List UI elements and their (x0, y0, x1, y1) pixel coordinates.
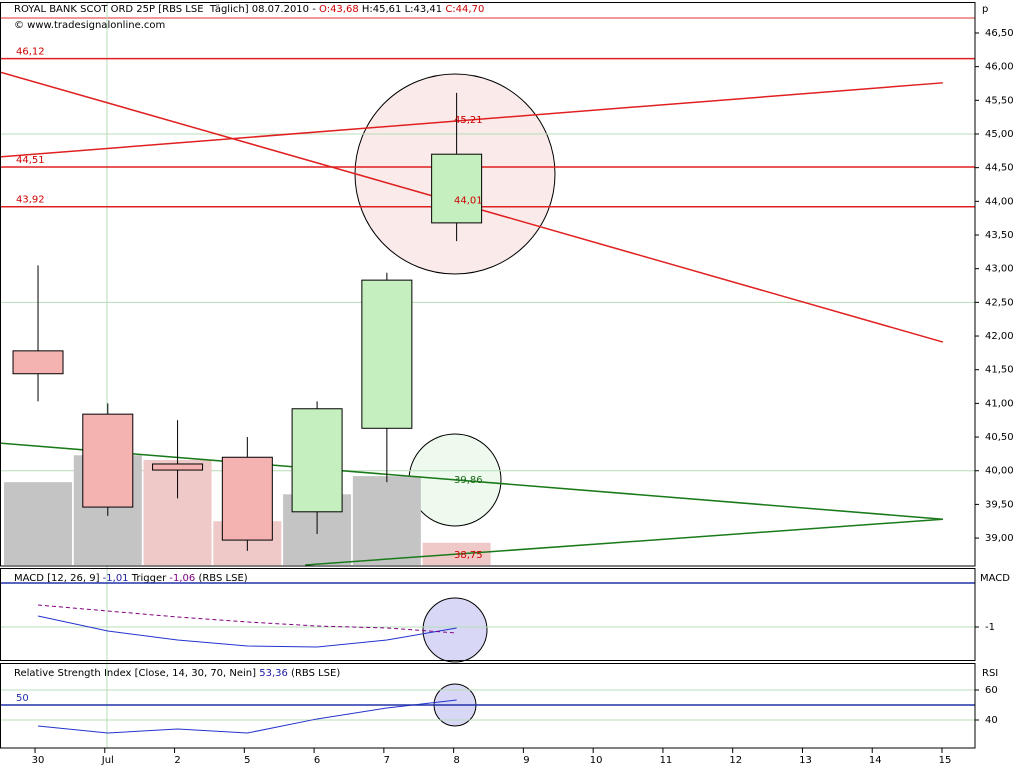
x-tick-label: 12 (729, 755, 742, 766)
title-part: Trigger (129, 573, 170, 584)
candle-body (12, 350, 64, 375)
y-tick-label: 40,50 (985, 432, 1014, 443)
title-part: (RBS LSE) (195, 573, 247, 584)
y-tick-label: 39,00 (985, 533, 1014, 544)
candle-body (82, 413, 134, 508)
y-tick-label: 41,50 (985, 365, 1014, 376)
title-part: MACD [12, 26, 9] (14, 573, 103, 584)
candle-body (152, 463, 204, 471)
candle-body (361, 279, 413, 429)
trend-line (0, 82, 943, 158)
candle-body (221, 456, 273, 541)
macd-title: MACD [12, 26, 9] -1,01 Trigger -1,06 (RB… (14, 573, 248, 584)
title-part: -1,06 (169, 573, 195, 584)
y-tick-label: 42,00 (985, 331, 1014, 342)
title-part: -1,01 (103, 573, 129, 584)
title-part: C:44,70 (445, 4, 484, 15)
x-tick-label: 5 (244, 755, 250, 766)
y-tick-label: 40 (985, 715, 998, 726)
title-part: Relative Strength Index [Close, 14, 30, … (14, 668, 259, 679)
x-tick-label: 2 (174, 755, 180, 766)
candle-body (431, 153, 483, 224)
y-tick-label: 45,50 (985, 95, 1014, 106)
y-tick-label: 43,50 (985, 230, 1014, 241)
x-tick-label: 7 (384, 755, 390, 766)
indicator-line (37, 604, 457, 634)
annotation: 44,01 (454, 196, 483, 207)
trend-line (305, 518, 943, 566)
title-part: ROYAL BANK SCOT ORD 25P [RBS LSE Täglich… (14, 4, 319, 15)
indicator-line (37, 699, 457, 734)
rsi-title: Relative Strength Index [Close, 14, 30, … (14, 668, 340, 679)
plot: 39,00 39,50 40,00 40,50 41,00 41,50 42,00 42,50… (0, 28, 1014, 766)
macd-panel-border (0, 568, 976, 661)
annotation: 45,21 (454, 115, 483, 126)
annotation: 38,75 (454, 550, 483, 561)
chart-title: ROYAL BANK SCOT ORD 25P [RBS LSE Täglich… (14, 4, 484, 15)
x-tick-label: 11 (660, 755, 673, 766)
y-tick-label: 41,00 (985, 398, 1014, 409)
y-tick-label: 46,00 (985, 62, 1014, 73)
macd-label: MACD (980, 573, 1010, 584)
x-tick-label: 8 (453, 755, 459, 766)
annotation: 39,86 (454, 475, 483, 486)
level-label: 43,92 (16, 195, 45, 206)
x-tick-label: 13 (799, 755, 812, 766)
y-tick-label: 39,50 (985, 499, 1014, 510)
x-tick-label: 9 (523, 755, 529, 766)
rsi-panel-border (0, 663, 976, 749)
chart-subtitle: © www.tradesignalonline.com (14, 20, 165, 31)
title-part: (RBS LSE) (288, 668, 340, 679)
highlight-circle (422, 597, 488, 663)
x-tick-label: 15 (939, 755, 952, 766)
x-tick-label: 10 (590, 755, 603, 766)
y-tick-label: 44,50 (985, 163, 1014, 174)
level-label: 46,12 (16, 47, 45, 58)
x-tick-label: 14 (869, 755, 882, 766)
indicator-line (37, 615, 457, 648)
y-tick-label: 43,00 (985, 264, 1014, 275)
volume-bar (4, 482, 73, 565)
y-tick-label: 60 (985, 685, 998, 696)
y-tick-label: 40,00 (985, 466, 1014, 477)
title-part: H:45,61 L:43,41 (359, 4, 446, 15)
title-part: 53,36 (259, 668, 288, 679)
candle-body (291, 408, 343, 513)
unit-label: p (982, 4, 988, 15)
level-label: 44,51 (16, 155, 45, 166)
title-part: O:43,68 (319, 4, 359, 15)
y-tick-label: 45,00 (985, 129, 1014, 140)
trend-line (0, 442, 943, 520)
x-tick-label: 6 (314, 755, 320, 766)
y-tick-label: -1 (985, 622, 995, 633)
volume-bar (352, 476, 421, 565)
level-label: 50 (16, 693, 29, 704)
x-tick-label: Jul (101, 755, 114, 766)
y-tick-label: 44,00 (985, 196, 1014, 207)
rsi-label: RSI (982, 668, 998, 679)
y-tick-label: 42,50 (985, 297, 1014, 308)
y-tick-label: 46,50 (985, 28, 1014, 39)
price-panel-border (0, 2, 976, 567)
x-tick-label: 30 (32, 755, 45, 766)
